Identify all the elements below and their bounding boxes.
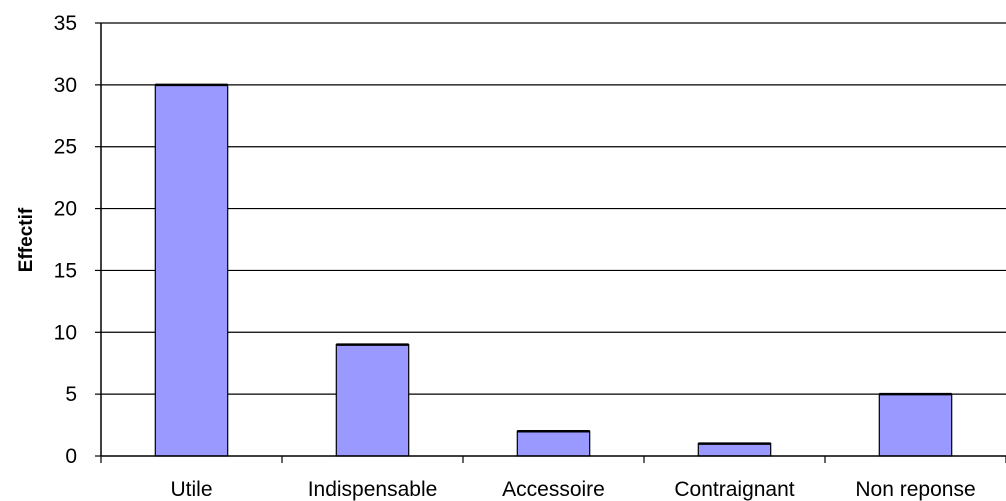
bar: [878, 393, 953, 457]
y-tick-label: 35: [54, 12, 77, 35]
y-tick-label: 20: [54, 198, 77, 221]
bar: [516, 430, 591, 457]
y-tick-label: 5: [65, 383, 77, 406]
y-tick-label: 0: [65, 445, 77, 468]
x-category-label: Contraignant: [674, 478, 794, 501]
x-category-label: Non reponse: [855, 478, 975, 501]
y-tick-labels: 0 5 10 15 20 25 30 35: [54, 12, 77, 468]
x-category-label: Utile: [170, 478, 212, 501]
x-category-labels: Utile Indispensable Accessoire Contraignant…: [170, 478, 975, 501]
y-tick-label: 30: [54, 74, 77, 97]
x-axis-ticks: [100, 456, 1006, 463]
y-tick-label: 10: [54, 321, 77, 344]
bars: [154, 83, 953, 457]
x-category-label: Accessoire: [502, 478, 605, 501]
x-category-label: Indispensable: [308, 478, 438, 501]
y-axis-title: Effectif: [16, 207, 37, 272]
bar: [154, 84, 229, 457]
gridlines: [101, 22, 1006, 395]
bar: [697, 443, 772, 457]
y-tick-label: 25: [54, 136, 77, 159]
y-axis-ticks: [95, 22, 101, 457]
bar: [335, 344, 410, 457]
y-tick-label: 15: [54, 259, 77, 282]
